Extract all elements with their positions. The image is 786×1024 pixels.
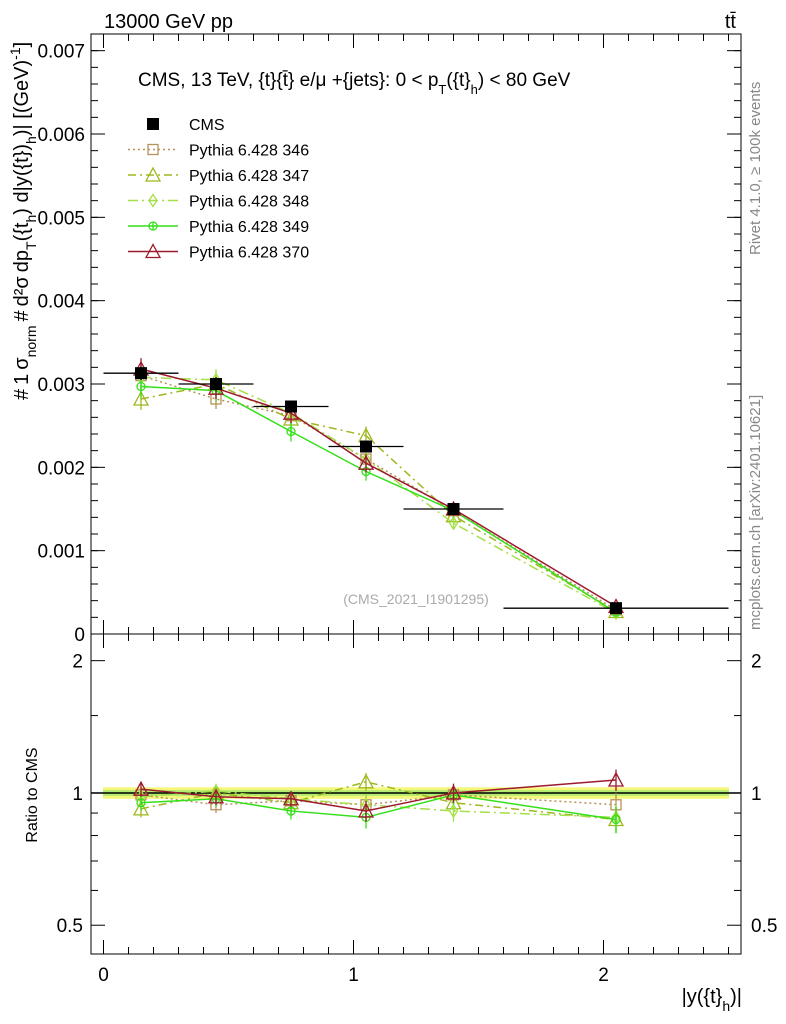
data-point [282, 404, 300, 420]
main-axis-ticks: 0 0.001 0.002 0.003 0.004 0.005 0.006 0.007 [37, 33, 741, 646]
data-point [285, 400, 297, 413]
ratio-series-pythia-6-428-370 [132, 769, 625, 822]
ratio-line [140, 794, 617, 806]
ratio-line [140, 781, 617, 821]
x-axis-label: |y({t}h)| [682, 986, 742, 1014]
ratio-plot-frame [90, 633, 742, 955]
process-label: tt̄ [725, 11, 737, 33]
analysis-watermark: (CMS_2021_I1901295) [343, 591, 489, 607]
legend-marker [148, 221, 158, 231]
ratio-ytick-label: 2 [72, 652, 83, 673]
data-point [447, 503, 460, 515]
ratio-point [132, 780, 150, 796]
series-pythia-6-428-349 [136, 375, 621, 617]
ratio-axis-ticks: 0.5 0.5 1 1 2 2 0 1 2 [57, 634, 777, 986]
legend-marker [144, 166, 162, 182]
rivet-label: Rivet 4.1.0, ≥ 100k events [747, 82, 764, 255]
data-point [135, 367, 147, 380]
ratio-point [132, 800, 150, 816]
ratio-point [282, 790, 300, 806]
ratio-line [140, 794, 617, 821]
data-point [357, 454, 375, 470]
data-point [360, 440, 372, 453]
legend-marker [147, 143, 159, 156]
svg-text:#1σnorm#d²σdpT({th) d|y({t})h): #1σnorm#d²σdpT({th) d|y({t})h)| [(GeV)-1… [7, 42, 39, 400]
legend-label: Pythia 6.428 349 [189, 219, 309, 236]
legend-marker [144, 243, 162, 259]
data-point [132, 390, 150, 406]
main-ytick-label: 0.007 [37, 42, 85, 63]
legend-label: Pythia 6.428 370 [189, 245, 309, 262]
main-ytick-label: 0.006 [37, 125, 85, 146]
energy-label: 13000 GeV pp [104, 11, 233, 33]
main-ytick-label: 0.005 [37, 208, 85, 229]
data-point [136, 381, 146, 392]
main-ytick-label: 0 [74, 625, 85, 646]
ratio-point [286, 806, 296, 816]
legend-marker [147, 118, 159, 130]
ratio-ytick-label-right: 1 [751, 784, 762, 805]
series-cms [103, 366, 729, 615]
series-pythia-6-428-347 [132, 373, 625, 619]
series-line [140, 383, 617, 613]
legend-label: Pythia 6.428 348 [189, 194, 309, 211]
main-title: CMS, 13 TeV, {t}{t̄} e/μ +{jets}: 0 < pT… [138, 70, 571, 97]
main-ytick-label: 0.001 [37, 542, 85, 563]
ratio-ytick-label: 0.5 [57, 916, 83, 937]
ratio-y-axis-label: Ratio to CMS [24, 747, 41, 842]
ratio-point [611, 814, 621, 825]
data-point [610, 602, 622, 615]
ratio-point [207, 788, 225, 804]
data-point [210, 378, 222, 390]
mcplots-label: mcplots.cern.ch [arXiv:2401.10621] [747, 395, 764, 630]
legend-marker [148, 193, 158, 208]
ratio-line [140, 779, 617, 812]
series-line [140, 385, 617, 613]
series-pythia-6-428-346 [135, 365, 622, 616]
ratio-ytick-label-right: 0.5 [751, 916, 777, 937]
ratio-point [448, 803, 459, 819]
ratio-series-group [132, 769, 625, 834]
ratio-ytick-label: 1 [72, 784, 83, 805]
main-ytick-label: 0.002 [37, 458, 85, 479]
main-series-group [103, 358, 729, 621]
data-point [448, 515, 459, 531]
ratio-point [445, 784, 462, 800]
xtick-label: 2 [598, 965, 609, 986]
data-point [286, 426, 296, 437]
legend: CMS Pythia 6.428 346 Pythia 6.428 347 Pythi… [128, 117, 309, 262]
ratio-ytick-label-right: 2 [751, 652, 762, 673]
legend-label: Pythia 6.428 346 [189, 143, 309, 160]
ratio-line [140, 790, 617, 819]
ratio-point [357, 773, 375, 789]
xtick-label: 0 [98, 965, 109, 986]
series-line [140, 376, 617, 614]
series-pythia-6-428-370 [132, 358, 625, 614]
legend-label: Pythia 6.428 347 [189, 168, 309, 185]
series-pythia-6-428-348 [136, 366, 621, 621]
ratio-point [136, 798, 146, 808]
series-line [140, 374, 617, 611]
xtick-label: 1 [348, 965, 359, 986]
main-ytick-label: 0.004 [37, 292, 85, 313]
ratio-point [357, 802, 375, 818]
series-line [140, 368, 617, 608]
ratio-reference-band [91, 787, 741, 799]
ratio-point [607, 771, 625, 787]
legend-label: CMS [189, 117, 225, 134]
main-ytick-label: 0.003 [37, 375, 85, 396]
main-y-axis-label: #1σnorm#d²σdpT({th) d|y({t})h)| [(GeV)-1… [7, 42, 39, 400]
